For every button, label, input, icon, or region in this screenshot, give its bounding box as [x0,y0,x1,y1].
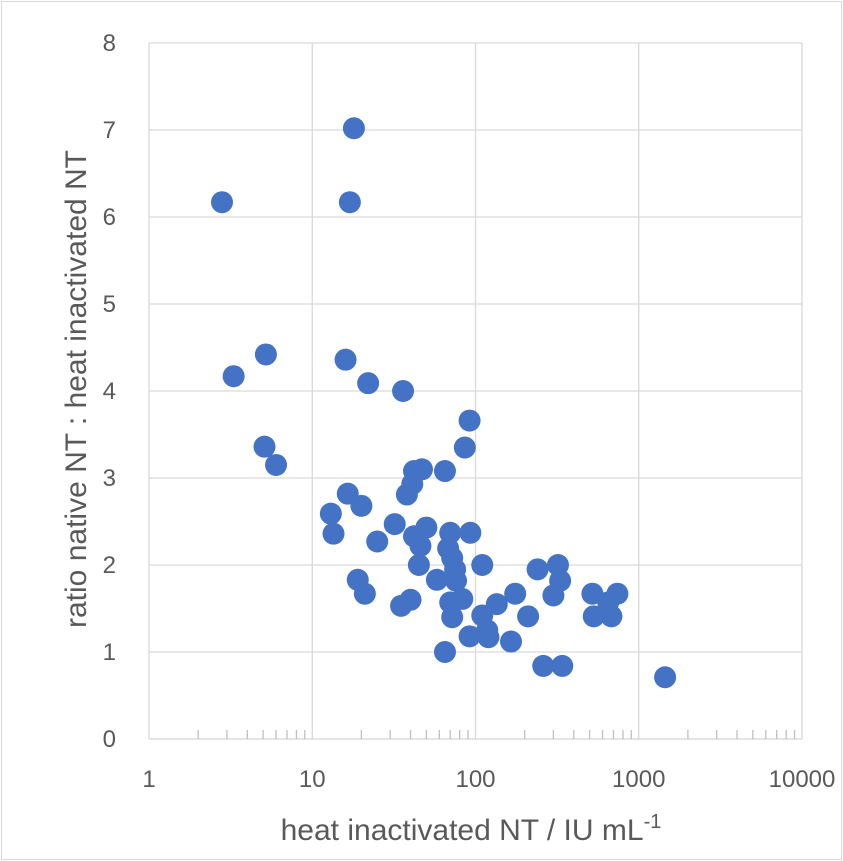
x-axis-title-superscript: -1 [644,811,662,833]
data-point [395,483,418,506]
x-tick-labels: 1 10 100 1000 10000 [142,766,835,793]
data-point [445,569,468,592]
data-point [600,605,623,628]
data-point [582,605,605,628]
data-point [399,588,422,611]
data-points [210,117,677,689]
data-point [517,605,540,628]
data-point [392,380,415,402]
data-point [409,534,432,557]
x-axis-title-main: heat inactivated NT / IU mL [281,814,644,847]
y-tick-label: 8 [103,30,116,57]
x-tick-label: 1000 [612,766,665,793]
y-tick-label: 2 [103,552,116,579]
data-point [425,568,448,591]
gridlines [148,42,803,740]
data-point [458,409,481,432]
data-point [459,521,482,544]
data-point [319,502,342,525]
data-point [350,494,373,517]
y-tick-labels: 0 1 2 3 4 5 6 7 8 [103,30,116,753]
y-tick-label: 3 [103,465,116,492]
data-point [357,372,380,395]
data-point [210,191,233,214]
x-tick-label: 1 [142,766,155,793]
data-point [433,460,456,483]
y-tick-label: 4 [103,378,116,405]
data-point [222,365,245,388]
data-point [451,587,474,610]
data-point [407,554,430,576]
x-tick-label: 100 [455,766,495,793]
data-point [334,348,357,371]
y-tick-label: 0 [103,726,116,753]
data-point [441,606,464,629]
x-tick-label: 10 [299,766,326,793]
x-tick-label: 10000 [769,766,836,793]
data-point [383,513,406,536]
data-point [265,453,288,476]
data-point [485,593,508,616]
data-point [433,641,456,663]
data-point [500,630,523,653]
data-point [254,343,277,366]
y-tick-label: 1 [103,639,116,666]
data-point [654,666,677,689]
data-point [504,582,527,605]
data-point [549,569,572,592]
data-point [526,558,549,581]
data-point [253,435,276,458]
data-point [453,436,476,459]
data-point [353,582,376,605]
y-axis-title: ratio native NT : heat inactivated NT [60,150,93,628]
data-point [338,191,361,214]
minor-tick-marks [197,730,796,739]
y-tick-label: 5 [103,291,116,318]
data-point [477,626,500,649]
data-point [606,582,629,605]
data-point [551,654,574,677]
data-point [322,522,345,545]
data-point [471,554,494,576]
data-point [532,654,555,677]
data-point [458,625,481,648]
y-tick-label: 7 [103,117,116,144]
data-point [342,117,365,140]
data-point [415,516,438,539]
data-point [366,530,389,553]
x-axis-title: heat inactivated NT / IU mL-1 [281,811,662,847]
y-tick-label: 6 [103,204,116,231]
